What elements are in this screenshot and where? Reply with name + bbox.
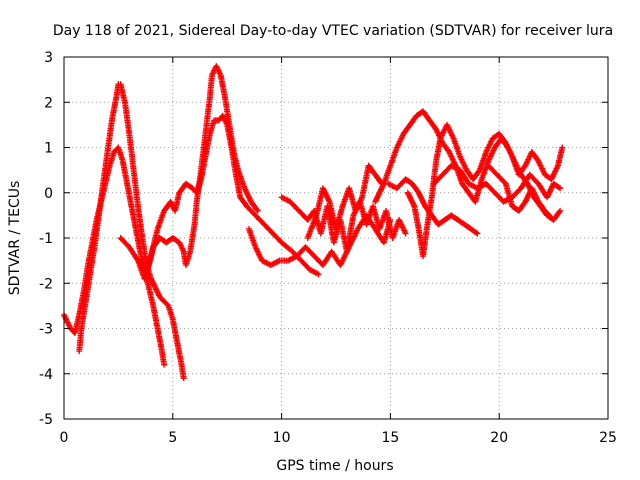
x-tick-label: 10 xyxy=(273,430,291,446)
y-tick-label: 3 xyxy=(44,50,53,66)
y-tick-label: -2 xyxy=(39,276,53,292)
data-track-points xyxy=(385,176,481,237)
series-layer xyxy=(61,63,566,382)
y-axis-label: SDTVAR / TECUs xyxy=(7,181,23,296)
tick-layer: 0 5 10 15 20 25 -5 -4 -3 -2 -1 0 1 2 3 xyxy=(39,50,617,446)
x-tick-label: 15 xyxy=(381,430,399,446)
data-track-points xyxy=(141,112,322,282)
y-tick-label: -3 xyxy=(39,322,53,338)
x-tick-label: 20 xyxy=(490,430,508,446)
y-tick-label: 1 xyxy=(44,141,53,157)
y-tick-label: 2 xyxy=(44,95,53,111)
data-track-points xyxy=(485,162,553,219)
chart-title: Day 118 of 2021, Sidereal Day-to-day VTE… xyxy=(53,23,613,39)
y-tick-label: -5 xyxy=(39,412,53,428)
data-track-points xyxy=(372,108,564,223)
data-track-points xyxy=(76,81,187,382)
data-track-points xyxy=(278,194,409,255)
x-tick-label: 25 xyxy=(599,430,617,446)
x-tick-label: 0 xyxy=(60,430,69,446)
x-tick-label: 5 xyxy=(168,430,177,446)
data-track-points xyxy=(404,121,566,260)
data-track-points xyxy=(246,212,394,269)
data-track-points xyxy=(304,162,385,241)
x-axis-label: GPS time / hours xyxy=(276,458,393,474)
y-tick-label: -4 xyxy=(39,367,53,383)
y-tick-label: 0 xyxy=(44,186,53,202)
y-tick-label: -1 xyxy=(39,231,53,247)
